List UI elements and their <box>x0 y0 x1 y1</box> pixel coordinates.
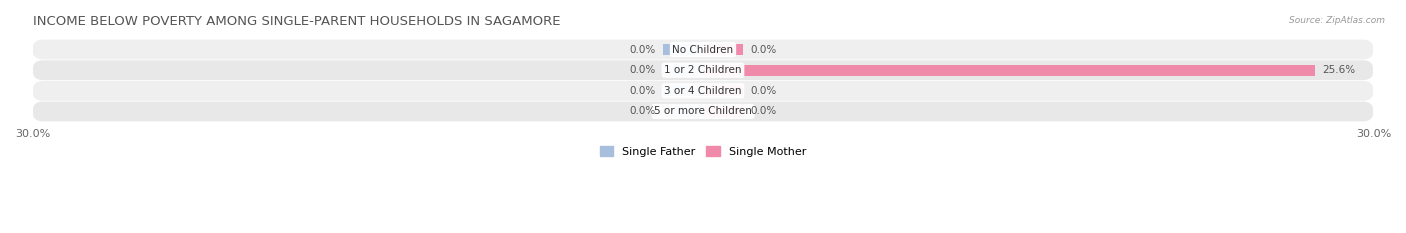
Bar <box>703 44 744 55</box>
FancyBboxPatch shape <box>32 81 1374 101</box>
Text: 0.0%: 0.0% <box>749 106 776 116</box>
FancyBboxPatch shape <box>32 102 1374 121</box>
Bar <box>662 65 703 75</box>
FancyBboxPatch shape <box>32 60 1374 80</box>
Bar <box>703 86 744 96</box>
Text: 0.0%: 0.0% <box>630 65 657 75</box>
Text: INCOME BELOW POVERTY AMONG SINGLE-PARENT HOUSEHOLDS IN SAGAMORE: INCOME BELOW POVERTY AMONG SINGLE-PARENT… <box>32 15 560 28</box>
Text: 25.6%: 25.6% <box>1322 65 1355 75</box>
Text: 1 or 2 Children: 1 or 2 Children <box>664 65 742 75</box>
Text: 0.0%: 0.0% <box>630 45 657 55</box>
Text: 0.0%: 0.0% <box>630 106 657 116</box>
Text: Source: ZipAtlas.com: Source: ZipAtlas.com <box>1289 16 1385 25</box>
Bar <box>703 106 744 117</box>
Legend: Single Father, Single Mother: Single Father, Single Mother <box>600 146 806 157</box>
Bar <box>662 44 703 55</box>
Text: No Children: No Children <box>672 45 734 55</box>
Text: 0.0%: 0.0% <box>630 86 657 96</box>
Text: 0.0%: 0.0% <box>749 86 776 96</box>
Text: 0.0%: 0.0% <box>749 45 776 55</box>
Bar <box>703 65 1315 75</box>
Text: 3 or 4 Children: 3 or 4 Children <box>664 86 742 96</box>
Text: 5 or more Children: 5 or more Children <box>654 106 752 116</box>
Bar <box>662 86 703 96</box>
FancyBboxPatch shape <box>32 40 1374 59</box>
Bar <box>662 106 703 117</box>
